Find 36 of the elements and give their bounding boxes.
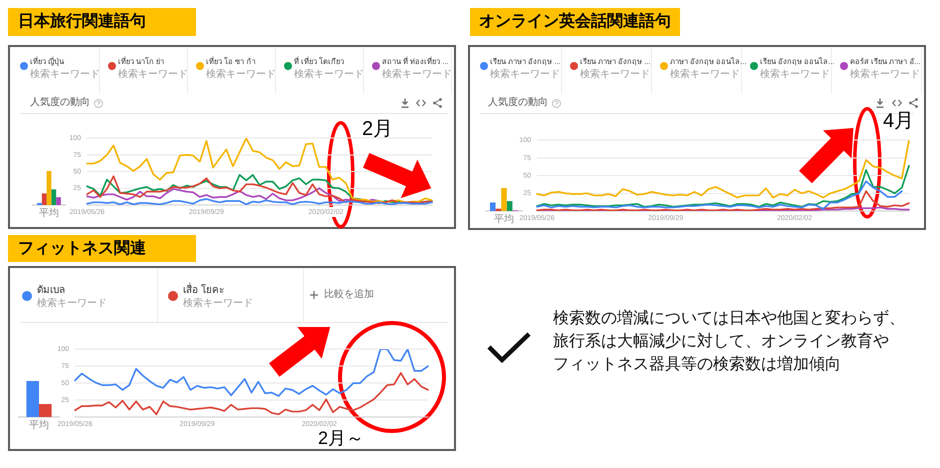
text: 比較を追加 [324, 289, 374, 300]
x-tick-label: 平均 [29, 418, 49, 431]
text: 検索数の増減については日本や他国と変わらず、 [553, 310, 905, 328]
text: 4月 [883, 110, 914, 133]
text: 検索キーワード [580, 69, 650, 80]
text: 検索キーワード [294, 69, 364, 80]
text: 検索キーワード [382, 69, 452, 80]
bar [51, 189, 56, 205]
text: 検索キーワード [206, 69, 276, 80]
text: 検索キーワード [670, 69, 740, 80]
bar [46, 171, 52, 205]
legend-title: 検索キーワード [37, 298, 107, 310]
chart-title: オンライン英会話関連語句 [479, 13, 671, 32]
legend-label: ดัมเบล [37, 285, 65, 296]
chart-subtitle: 人気度の動向 [488, 97, 548, 108]
bar [56, 197, 61, 205]
bar [506, 201, 512, 211]
text: 検索キーワード [760, 69, 830, 80]
legend-title: 検索キーワード [490, 69, 560, 80]
text: フィットネス器具等の検索数は増加傾向 [553, 356, 841, 374]
text: 旅行系は大幅減少に対して、オンライン教育や [553, 333, 889, 352]
annotation: 2月 [362, 118, 394, 141]
x-tick-label: 平均 [494, 212, 514, 225]
x-tick-label: 平均 [39, 206, 59, 219]
chart-title: フィットネス関連 [18, 240, 146, 258]
text: 検索キーワード [183, 298, 253, 309]
bar [490, 202, 496, 211]
legend-title: 検索キーワード [30, 69, 100, 80]
bar [42, 193, 47, 205]
text: 2月～ [318, 428, 364, 449]
bar [501, 188, 507, 211]
chart-subtitle: 人気度の動向 [30, 97, 90, 108]
text: 検索キーワード [118, 69, 188, 80]
text: 検索キーワード [850, 69, 920, 80]
legend-label: เสื่อ โยคะ [183, 285, 224, 296]
chart-title: 日本旅行関連語句 [18, 13, 146, 32]
